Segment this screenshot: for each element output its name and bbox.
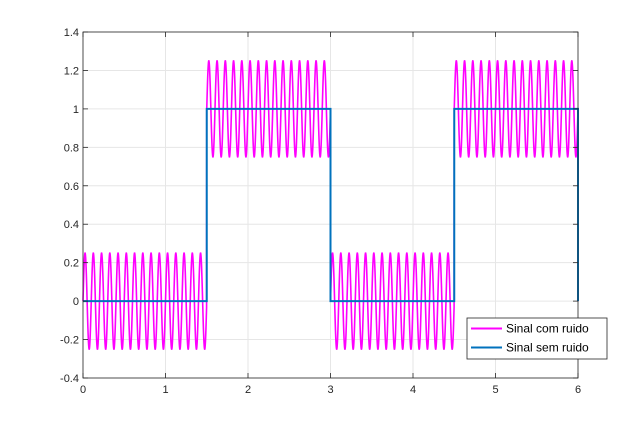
x-tick-label: 2 [245,384,251,396]
y-tick-label: -0.4 [60,373,79,385]
y-tick-label: 0.6 [64,181,79,193]
y-tick-label: 1.2 [64,65,79,77]
y-tick-label: -0.2 [60,335,79,347]
x-tick-label: 5 [492,384,498,396]
legend-label-sinal-com-ruido: Sinal com ruido [506,322,589,336]
y-tick-label: 0 [73,296,79,308]
y-tick-label: 1.4 [64,27,79,39]
x-tick-label: 4 [410,384,416,396]
x-tick-label: 1 [162,384,168,396]
x-tick-label: 6 [575,384,581,396]
y-tick-label: 1 [73,104,79,116]
series-layer [82,60,579,350]
legend-box [466,317,608,360]
legend: Sinal com ruido Sinal sem ruido [466,317,608,360]
series-line-sinal-sem-ruido [83,107,579,303]
legend-label-sinal-sem-ruido: Sinal sem ruido [506,341,589,355]
x-tick-label: 0 [80,384,86,396]
x-tick-label: 3 [327,384,333,396]
y-tick-label: 0.4 [64,219,79,231]
y-tick-label: 0.2 [64,258,79,270]
axis-tick-labels: 0 1 2 3 4 5 6 -0.4 -0.2 0 0.2 0.4 0.6 0.8 1 1.2 1.4 [60,27,581,396]
y-tick-label: 0.8 [64,142,79,154]
